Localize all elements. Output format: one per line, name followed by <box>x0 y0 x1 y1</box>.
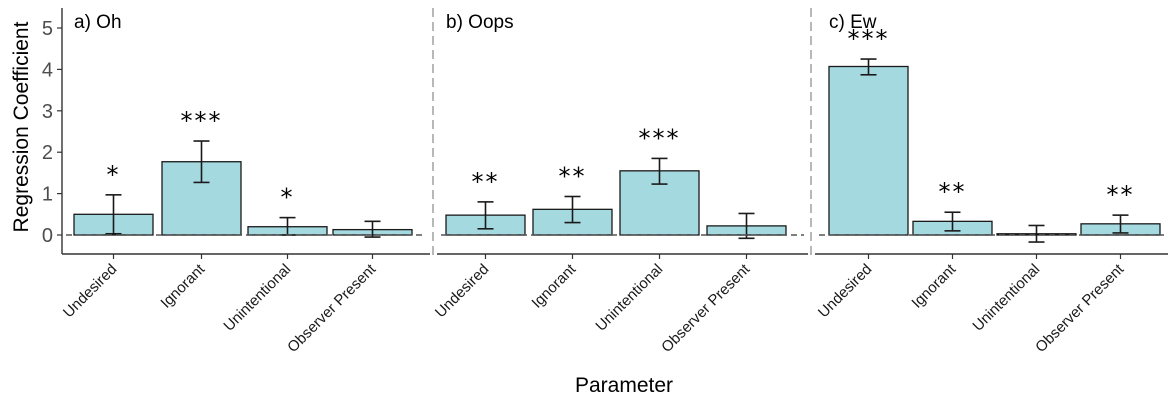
x-tick-label: Ignorant <box>528 260 580 312</box>
significance-label: *** <box>848 25 890 53</box>
x-tick-label: Observer Present <box>284 260 380 356</box>
x-tick-label: Unintentional <box>592 261 666 335</box>
y-tick-label: 4 <box>42 59 53 81</box>
panel-title: c) Ew <box>829 12 877 33</box>
significance-label: ** <box>1107 181 1135 209</box>
significance-label: * <box>107 161 121 189</box>
y-tick-label: 5 <box>42 18 53 40</box>
panel-2: b) Oops ** Undesired ** Ignorant *** Unintenti… <box>432 12 808 356</box>
panel-title: b) Oops <box>446 12 514 33</box>
y-axis-title: Regression Coefficient <box>10 21 33 232</box>
x-tick-label: Undesired <box>432 261 492 321</box>
significance-label: ** <box>472 168 500 196</box>
y-tick-label: 2 <box>42 142 53 164</box>
x-tick-label: Observer Present <box>1032 260 1128 356</box>
y-tick-label: 0 <box>42 225 53 247</box>
x-axis-title: Parameter <box>575 374 673 397</box>
y-tick-label: 1 <box>42 184 53 206</box>
x-tick-label: Ignorant <box>908 260 960 312</box>
y-tick-label: 3 <box>42 101 53 123</box>
x-tick-label: Observer Present <box>658 260 754 356</box>
panel-3: c) Ew*** Undesired ** Ignorant Unintentional… <box>815 12 1168 356</box>
panel-1: a) Oh * Undesired *** Ignorant * Unintentional… <box>60 12 430 356</box>
x-tick-label: Undesired <box>60 261 120 321</box>
significance-label: ** <box>939 178 967 206</box>
x-tick-label: Undesired <box>815 261 875 321</box>
significance-label: *** <box>181 107 223 135</box>
significance-label: * <box>281 184 295 212</box>
significance-label: ** <box>559 162 587 190</box>
bar <box>828 65 909 236</box>
plot-layer: 0 1 2 3 4 5 a) Oh * Undesired *** Ignorant * Uninten… <box>42 8 1168 356</box>
significance-label: *** <box>639 124 681 152</box>
x-tick-label: Ignorant <box>157 260 209 312</box>
x-tick-label: Unintentional <box>220 261 294 335</box>
x-tick-label: Unintentional <box>969 261 1043 335</box>
panel-title: a) Oh <box>74 12 122 33</box>
